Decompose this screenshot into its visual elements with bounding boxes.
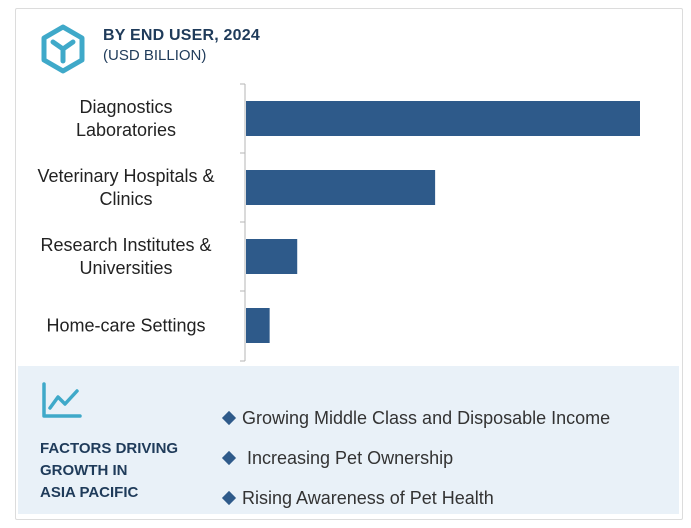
category-label: Diagnostics Laboratories	[76, 97, 176, 140]
line-chart-icon	[42, 382, 82, 418]
factor-item: Increasing Pet Ownership	[220, 438, 610, 478]
growth-factors-panel: FACTORS DRIVING GROWTH IN ASIA PACIFIC G…	[18, 366, 679, 514]
diamond-bullet-icon	[221, 490, 237, 506]
chart-subtitle: (USD BILLION)	[103, 47, 207, 64]
factor-text: Rising Awareness of Pet Health	[242, 487, 494, 508]
category-label: Home-care Settings	[46, 316, 205, 336]
factor-item: Rising Awareness of Pet Health	[220, 478, 610, 518]
bar	[246, 170, 436, 205]
bar	[246, 101, 640, 136]
diamond-bullet-icon	[221, 450, 237, 466]
chart-title: BY END USER, 2024	[103, 27, 260, 44]
category-label: Veterinary Hospitals & Clinics	[37, 166, 214, 209]
category-label: Research Institutes & Universities	[40, 235, 211, 278]
factors-title-line: ASIA PACIFIC	[40, 484, 139, 501]
factor-text: Increasing Pet Ownership	[242, 447, 454, 468]
bar	[246, 239, 298, 274]
factors-list: Growing Middle Class and Disposable Inco…	[220, 398, 610, 518]
factors-title-line: GROWTH IN	[40, 462, 128, 479]
factor-item: Growing Middle Class and Disposable Inco…	[220, 398, 610, 438]
cube-logo-icon	[41, 24, 85, 74]
bar	[246, 308, 270, 343]
factor-text: Growing Middle Class and Disposable Inco…	[242, 407, 611, 428]
factors-title: FACTORS DRIVING GROWTH IN ASIA PACIFIC	[40, 438, 210, 504]
diamond-bullet-icon	[221, 410, 237, 426]
factors-title-line: FACTORS DRIVING	[40, 440, 179, 457]
